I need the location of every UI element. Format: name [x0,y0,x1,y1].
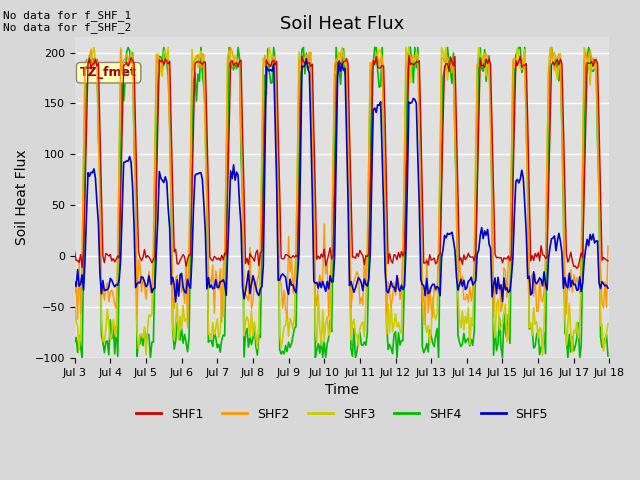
SHF1 [230,63,237,69]
SHF5 [136,280,144,286]
Text: No data for f_SHF_1
No data for f_SHF_2: No data for f_SHF_1 No data for f_SHF_2 [3,10,131,33]
Line: SHF2: SHF2 [75,48,608,327]
SHF5 [258,284,266,289]
SHF4 [71,339,79,345]
SHF2 [258,152,266,157]
SHF5 [307,128,315,133]
SHF4 [604,353,612,359]
SHF5 [71,279,79,285]
SHF3 [71,302,79,308]
SHF5 [604,285,612,291]
SHF5 [577,288,585,294]
SHF2 [548,45,556,50]
SHF2 [231,61,239,67]
Title: Soil Heat Flux: Soil Heat Flux [280,15,404,33]
SHF1 [248,253,255,259]
SHF4 [139,343,147,348]
SHF2 [71,290,79,296]
SHF1 [604,258,612,264]
SHF5 [249,273,257,278]
SHF3 [258,156,266,162]
SHF4 [250,322,258,328]
SHF4 [124,45,132,50]
SHF3 [604,321,612,326]
SHF1 [577,250,585,256]
SHF3 [539,352,547,358]
SHF4 [78,355,86,360]
SHF4 [233,66,241,72]
Line: SHF4: SHF4 [75,48,608,358]
SHF3 [231,53,239,59]
Text: TZ_fmet: TZ_fmet [80,66,137,79]
SHF2 [249,300,257,305]
SHF2 [604,243,612,249]
SHF4 [307,59,315,65]
Line: SHF5: SHF5 [75,59,608,302]
Line: SHF1: SHF1 [75,55,608,268]
SHF3 [138,332,145,337]
SHF1 [71,249,79,254]
SHF2 [184,324,191,330]
SHF3 [577,271,585,277]
SHF1 [304,60,312,66]
SHF3 [249,333,257,338]
SHF1 [405,52,413,58]
SHF3 [305,59,313,65]
Line: SHF3: SHF3 [75,48,608,355]
SHF5 [303,56,310,61]
SHF4 [577,343,585,349]
SHF1 [257,250,264,256]
SHF3 [90,45,98,50]
Y-axis label: Soil Heat Flux: Soil Heat Flux [15,150,29,245]
X-axis label: Time: Time [325,383,359,397]
SHF1 [136,255,144,261]
SHF1 [573,265,580,271]
SHF4 [259,142,267,148]
SHF5 [231,177,239,183]
SHF5 [172,299,179,305]
Legend: SHF1, SHF2, SHF3, SHF4, SHF5: SHF1, SHF2, SHF3, SHF4, SHF5 [131,403,553,425]
SHF2 [305,49,313,55]
SHF2 [136,261,144,267]
SHF2 [577,253,585,259]
